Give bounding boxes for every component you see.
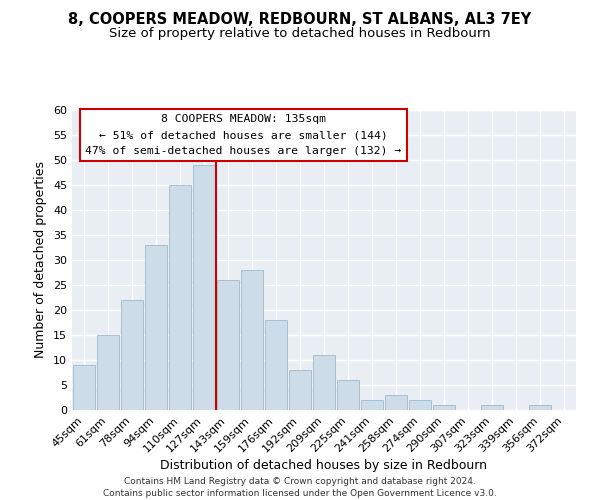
Bar bbox=[169, 185, 191, 410]
Bar bbox=[121, 300, 143, 410]
Bar bbox=[145, 245, 167, 410]
Text: Contains public sector information licensed under the Open Government Licence v3: Contains public sector information licen… bbox=[103, 489, 497, 498]
Text: 8 COOPERS MEADOW: 135sqm
← 51% of detached houses are smaller (144)
47% of semi-: 8 COOPERS MEADOW: 135sqm ← 51% of detach… bbox=[85, 114, 401, 156]
Bar bbox=[481, 405, 503, 410]
Bar bbox=[241, 270, 263, 410]
Bar bbox=[289, 370, 311, 410]
Bar bbox=[337, 380, 359, 410]
Bar bbox=[361, 400, 383, 410]
Bar bbox=[217, 280, 239, 410]
Bar bbox=[433, 405, 455, 410]
Text: 8, COOPERS MEADOW, REDBOURN, ST ALBANS, AL3 7EY: 8, COOPERS MEADOW, REDBOURN, ST ALBANS, … bbox=[68, 12, 532, 28]
Y-axis label: Number of detached properties: Number of detached properties bbox=[34, 162, 47, 358]
Bar bbox=[265, 320, 287, 410]
Bar bbox=[313, 355, 335, 410]
Bar bbox=[385, 395, 407, 410]
Bar bbox=[529, 405, 551, 410]
Text: Contains HM Land Registry data © Crown copyright and database right 2024.: Contains HM Land Registry data © Crown c… bbox=[124, 478, 476, 486]
Bar bbox=[97, 335, 119, 410]
Text: Size of property relative to detached houses in Redbourn: Size of property relative to detached ho… bbox=[109, 28, 491, 40]
Bar bbox=[73, 365, 95, 410]
X-axis label: Distribution of detached houses by size in Redbourn: Distribution of detached houses by size … bbox=[161, 460, 487, 472]
Bar bbox=[193, 165, 215, 410]
Bar bbox=[409, 400, 431, 410]
